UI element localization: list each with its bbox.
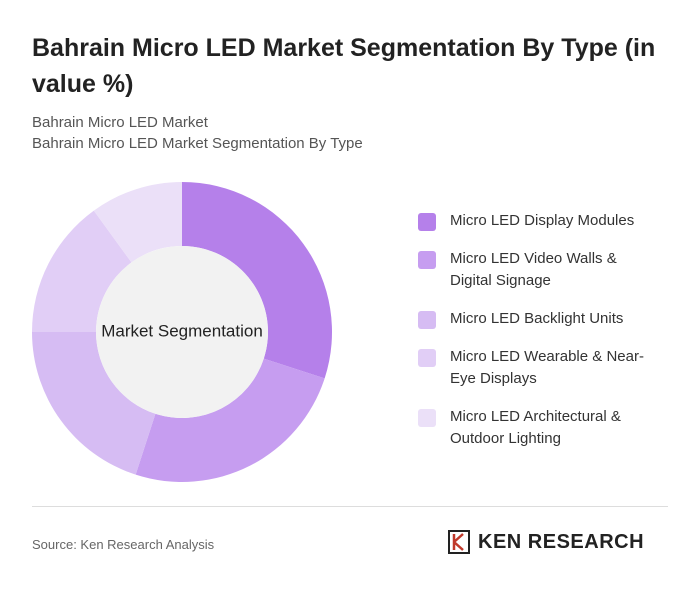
brand-icon [448,530,470,554]
donut-hole [96,246,268,418]
divider [32,506,668,507]
legend-item: Micro LED Backlight Units [418,308,658,330]
legend-swatch [418,349,436,367]
chart-title: Bahrain Micro LED Market Segmentation By… [32,34,656,98]
legend-label: Micro LED Display Modules [450,212,635,229]
brand-name: KEN RESEARCH [478,530,645,553]
legend-label: Micro LED Architectural & Outdoor Lighti… [450,408,621,447]
legend-swatch [418,213,436,231]
legend-item: Micro LED Wearable & Near-Eye Displays [418,346,658,390]
legend-label: Micro LED Backlight Units [450,310,624,327]
legend-label: Micro LED Video Walls & Digital Signage [450,250,617,289]
donut-slice [32,210,132,332]
brand-logo: KEN RESEARCH [448,530,644,554]
subtitle: Bahrain Micro LED Market Segmentation By… [32,135,363,152]
donut-slice [93,182,182,263]
donut-slice [32,332,156,475]
legend: Micro LED Display Modules Micro LED Video… [418,210,658,466]
legend-swatch [418,311,436,329]
legend-item: Micro LED Architectural & Outdoor Lighti… [418,406,658,450]
donut-slice [182,182,332,379]
source: Source: Ken Research Analysis [32,537,215,552]
legend-label: Micro LED Wearable & Near-Eye Displays [450,348,644,387]
legend-item: Micro LED Video Walls & Digital Signage [418,248,658,292]
center-label: Market Segmentation [101,321,263,340]
legend-item: Micro LED Display Modules [418,210,658,232]
subtitle: Bahrain Micro LED Market [32,114,208,131]
legend-swatch [418,251,436,269]
donut-chart: Market Segmentation [32,182,332,482]
legend-swatch [418,409,436,427]
donut-slice [135,358,325,482]
